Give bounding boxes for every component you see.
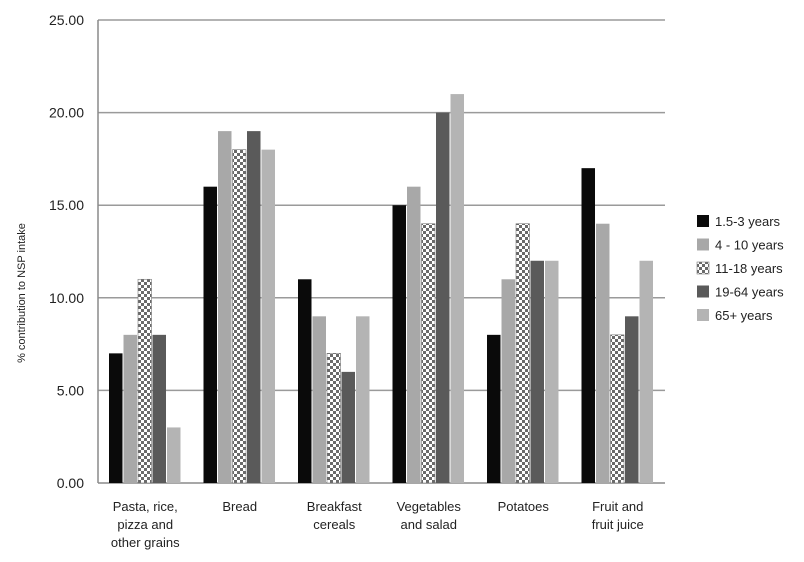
bar [247,131,261,483]
legend-label: 1.5-3 years [715,214,781,229]
category-label: Breakfast cereals [307,499,362,532]
y-tick-label: 5.00 [57,382,84,398]
bar [137,278,152,484]
bar [610,334,625,484]
category-label: Vegetables and salad [397,499,462,532]
y-tick-label: 15.00 [49,197,84,213]
category-label-line: Bread [222,499,257,514]
category-label-line: Fruit and [592,499,643,514]
bar [436,112,450,483]
y-tick-label: 20.00 [49,105,84,121]
bar [312,316,326,483]
bar [515,223,530,484]
bar [218,131,232,483]
category-label-line: Breakfast [307,499,362,514]
bar [167,427,181,483]
legend-label: 11-18 years [715,261,783,276]
bar [392,205,406,483]
legend-label: 4 - 10 years [715,238,784,253]
category-label-line: other grains [111,535,180,550]
bar [625,316,639,483]
bar [596,223,610,483]
y-tick-label: 25.00 [49,12,84,28]
legend-label: 19-64 years [715,285,784,300]
bar [487,334,501,483]
bar [109,353,123,483]
legend-swatch [697,238,709,251]
legend-swatch [696,261,710,275]
bar [501,279,515,483]
category-label-line: Pasta, rice, [113,499,178,514]
bars [109,94,653,484]
y-axis-label: % contribution to NSP intake [16,223,28,363]
y-tick-labels: 0.00 5.00 10.00 15.00 20.00 25.00 [49,12,84,491]
category-label: Pasta, rice, pizza and other grains [111,499,180,550]
axes [97,20,665,484]
bar [530,260,544,483]
bar [450,94,464,483]
legend-swatch [697,309,709,321]
y-tick-label: 10.00 [49,290,84,306]
legend: 1.5-3 years 4 - 10 years 11-18 years 19-64 … [696,214,784,323]
bar [356,316,370,483]
bar [545,260,559,483]
legend-swatch [697,215,709,227]
gridlines [98,19,665,392]
bar [123,334,137,483]
bar [298,279,312,483]
bar [203,186,217,483]
legend-label: 65+ years [715,308,773,323]
bar [326,353,341,484]
category-label: Potatoes [498,499,550,514]
category-label-line: cereals [313,517,355,532]
bar [407,186,421,483]
bar [152,334,166,483]
bar [639,260,653,483]
category-label: Fruit and fruit juice [592,499,644,532]
category-labels: Pasta, rice, pizza and other grains Bread Br… [111,499,644,550]
bar [421,223,436,484]
category-label-line: fruit juice [592,517,644,532]
category-label-line: pizza and [117,517,173,532]
bar [261,149,275,483]
category-label-line: Vegetables [397,499,462,514]
legend-swatch [697,285,709,298]
category-label-line: Potatoes [498,499,550,514]
category-label-line: and salad [401,517,457,532]
bar [341,371,355,483]
y-tick-label: 0.00 [57,475,84,491]
category-label: Bread [222,499,257,514]
bar [581,168,595,483]
bar [232,149,247,484]
